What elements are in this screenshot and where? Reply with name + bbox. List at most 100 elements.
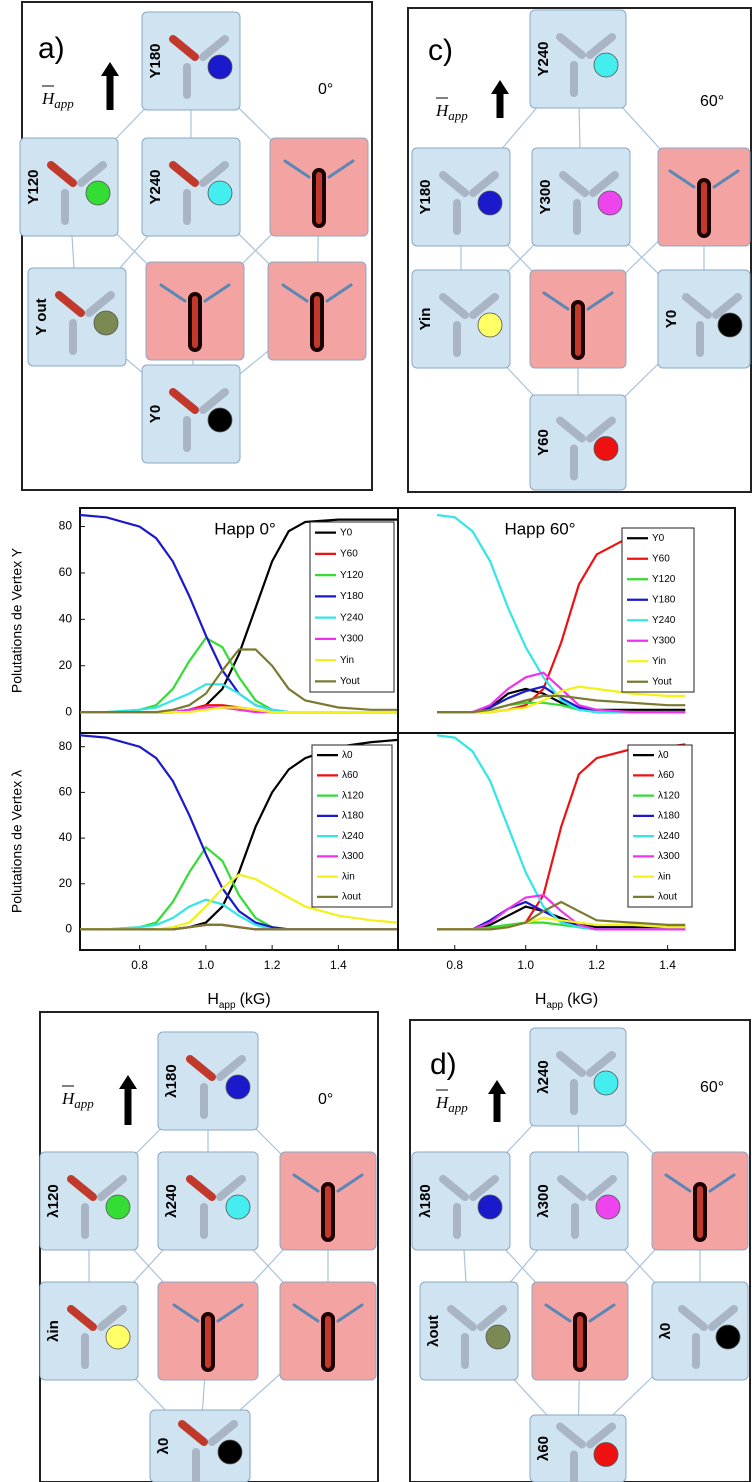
vertex-label: λ120 [45, 1184, 62, 1217]
series-line [80, 648, 398, 714]
chart-title: Happ 60° [504, 519, 575, 538]
legend-label: Y0 [652, 533, 665, 544]
legend-box [627, 744, 693, 908]
angle-label: 60° [700, 93, 724, 110]
vertex-dot [717, 312, 743, 338]
legend-box [311, 744, 393, 908]
spin-arrow [178, 1420, 208, 1446]
plot-frame [397, 732, 736, 951]
spin-arrow [556, 1051, 586, 1077]
spin-arrow [186, 1055, 216, 1081]
vertex-box [157, 1031, 259, 1131]
legend-label: λ120 [658, 790, 680, 801]
panel-label: d) [430, 1048, 457, 1081]
vertex-dot [593, 1442, 619, 1467]
x-axis-symbol: H [207, 991, 219, 1008]
vertex-label: Y120 [25, 169, 42, 204]
vertex-dot [207, 54, 233, 80]
spin-arrow [77, 161, 107, 187]
spin-arrow [67, 1175, 97, 1201]
chart-title: Happ 0° [214, 519, 276, 538]
vertex-dot [225, 1074, 251, 1100]
vertex-dot [593, 52, 619, 78]
vertex-label: λ300 [535, 1184, 552, 1217]
spin-arrow [97, 1305, 127, 1331]
legend-label: λ180 [658, 811, 680, 822]
spin-arrow [557, 1175, 587, 1201]
field-arrow-head [101, 62, 119, 76]
vertex-box [39, 1281, 139, 1381]
vertex-box [651, 1281, 749, 1381]
vertex-label: Y240 [535, 41, 552, 76]
legend-label: Yout [340, 676, 360, 687]
x-tick-label: 1.4 [659, 958, 676, 972]
y-axis-label: Polutations de Vertex Y [9, 547, 25, 693]
panel-frame [409, 1019, 751, 1482]
vertex-label: λ240 [535, 1060, 552, 1093]
spin-arrow [281, 283, 309, 303]
vertex-box [411, 147, 511, 247]
series-line [437, 694, 686, 714]
legend-label: λ240 [342, 831, 364, 842]
spin-arrow [556, 1422, 586, 1449]
spin-arrow [216, 1303, 244, 1323]
y-axis-label: Polutations de Vertex λ [9, 770, 25, 913]
field-symbol: H [435, 1093, 450, 1112]
spin-arrow [544, 1303, 572, 1323]
vertex-label: Yin [417, 308, 434, 331]
angle-label: 0° [318, 81, 333, 98]
field-arrow-head [119, 1075, 137, 1089]
field-subscript: app [54, 96, 74, 111]
legend-label: Y0 [340, 527, 353, 538]
spin-arrow [556, 33, 586, 59]
vertex-dot [595, 1194, 621, 1220]
field-label: Happ [61, 1089, 94, 1111]
vertex-box [529, 1027, 627, 1127]
legend-box [309, 521, 395, 693]
vertex-box [657, 269, 751, 369]
x-tick-label: 1.4 [330, 958, 347, 972]
vertex-label: λ60 [535, 1436, 552, 1461]
spin-arrow [708, 1305, 738, 1331]
spin-arrow [67, 1305, 97, 1331]
spin-arrow [203, 283, 231, 303]
spin-arrow [556, 416, 586, 443]
panel-label: c) [428, 34, 453, 67]
vertex-label: λ240 [163, 1184, 180, 1217]
x-axis-unit: (kG) [240, 991, 271, 1008]
legend-label: λin [658, 871, 671, 882]
vertex-dot [93, 310, 119, 336]
spin-arrow [283, 159, 311, 179]
legend-label: Y240 [652, 615, 676, 626]
spin-arrow [216, 1175, 246, 1201]
y-tick-label: 20 [59, 876, 73, 890]
field-symbol: H [61, 1089, 76, 1108]
field-symbol: H [435, 101, 450, 120]
vertex-dot [597, 190, 623, 216]
legend-label: λin [342, 871, 355, 882]
spin-arrow [216, 1055, 246, 1081]
y-tick-label: 60 [59, 785, 73, 799]
legend-label: Yin [340, 655, 354, 666]
vertex-box [141, 11, 241, 111]
vertex-dot [225, 1194, 251, 1220]
spin-arrow [169, 388, 199, 414]
spin-arrow [586, 416, 616, 443]
spin-arrow [292, 1303, 320, 1323]
vertex-label: Y0 [663, 310, 680, 328]
spin-arrow [336, 1303, 364, 1323]
vertex-dot [715, 1324, 741, 1350]
x-tick-label: 0.8 [131, 958, 148, 972]
panel-frame [21, 1, 373, 491]
legend-label: λ0 [342, 750, 353, 761]
legend-box [621, 527, 695, 693]
spin-arrow [292, 1173, 320, 1193]
y-tick-label: 0 [65, 922, 72, 936]
y-tick-label: 40 [59, 612, 73, 626]
vertex-dot [593, 1070, 619, 1096]
vertex-box [411, 1151, 511, 1251]
vertex-label: Y out [33, 298, 50, 335]
vertex-dot [217, 1439, 243, 1465]
spin-arrow [199, 35, 229, 61]
spin-arrow [586, 33, 616, 59]
